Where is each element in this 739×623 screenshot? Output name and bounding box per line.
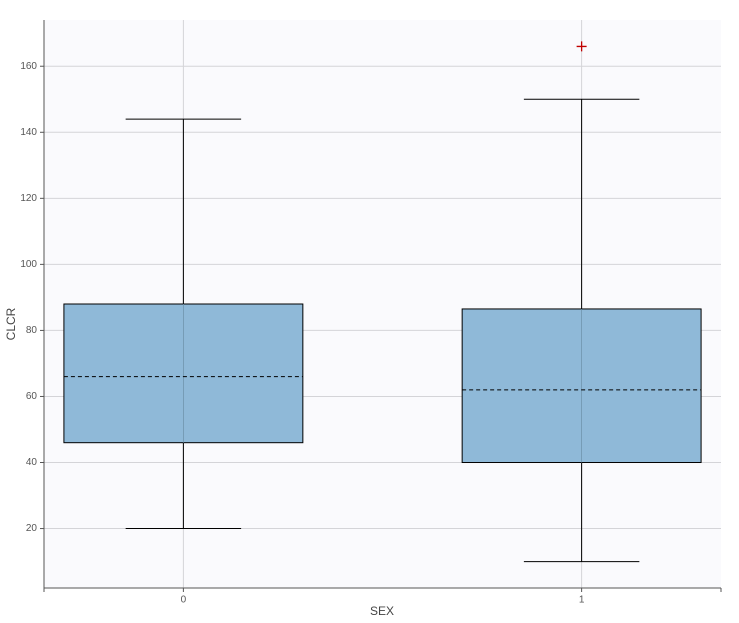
x-tick-label: 1 — [579, 595, 585, 606]
x-tick-label: 0 — [181, 595, 187, 606]
y-tick-label: 160 — [20, 61, 37, 72]
y-tick-label: 60 — [26, 391, 38, 402]
y-tick-label: 120 — [20, 193, 37, 204]
y-tick-label: 20 — [26, 523, 38, 534]
y-tick-label: 100 — [20, 259, 37, 270]
y-tick-label: 140 — [20, 127, 37, 138]
y-tick-label: 40 — [26, 457, 38, 468]
x-axis-title: SEX — [370, 604, 394, 618]
y-axis-title: CLCR — [4, 307, 18, 340]
outlier — [576, 41, 587, 52]
y-tick-label: 80 — [26, 325, 38, 336]
